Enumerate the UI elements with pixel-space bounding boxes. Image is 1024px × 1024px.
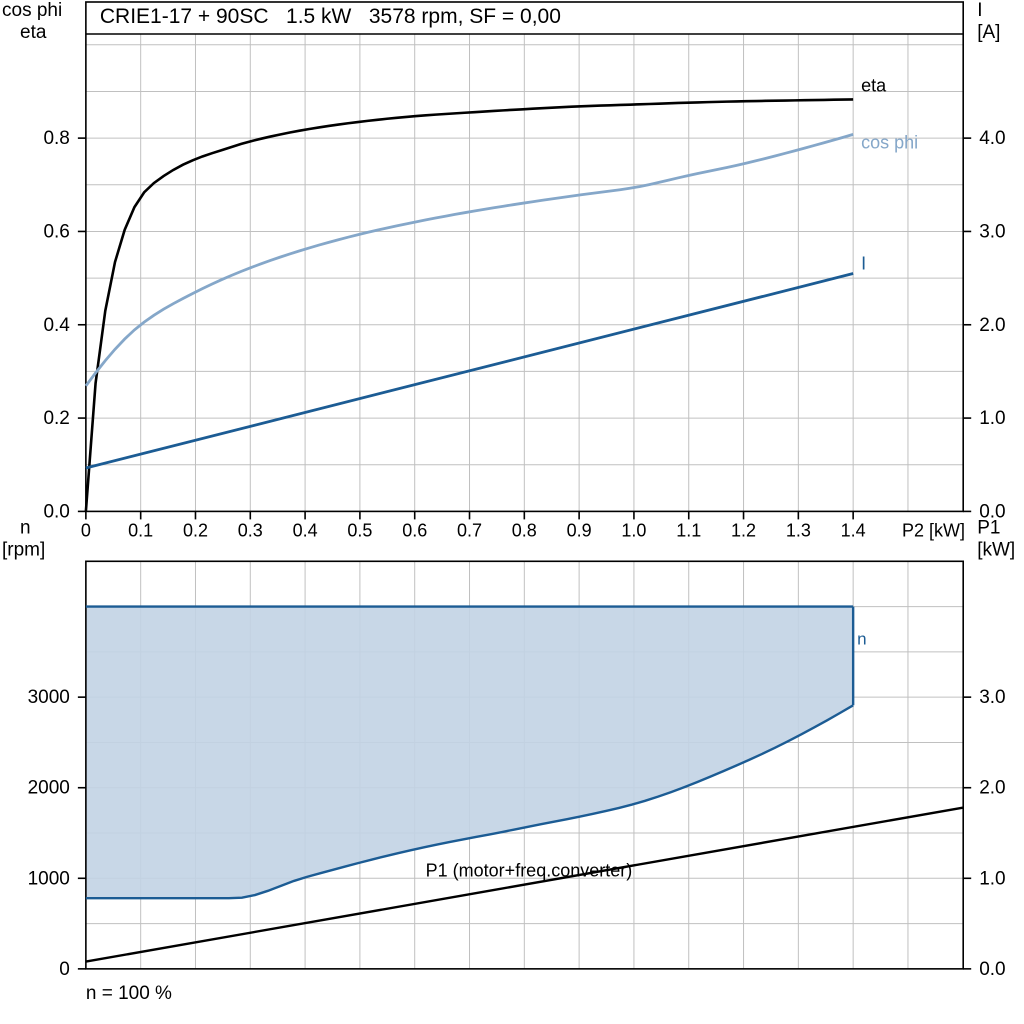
svg-text:0: 0 bbox=[81, 520, 91, 540]
svg-text:0.3: 0.3 bbox=[238, 520, 263, 540]
svg-text:eta: eta bbox=[861, 75, 887, 95]
svg-text:0.0: 0.0 bbox=[979, 959, 1005, 980]
svg-text:0.7: 0.7 bbox=[457, 520, 482, 540]
svg-text:I: I bbox=[861, 254, 866, 274]
svg-text:cos phi: cos phi bbox=[2, 0, 62, 21]
svg-text:I: I bbox=[977, 0, 982, 21]
svg-text:n: n bbox=[857, 630, 866, 649]
svg-text:[rpm]: [rpm] bbox=[2, 539, 45, 560]
svg-text:0: 0 bbox=[59, 959, 70, 980]
svg-text:2000: 2000 bbox=[28, 778, 70, 799]
svg-text:3.0: 3.0 bbox=[979, 221, 1005, 242]
svg-text:4.0: 4.0 bbox=[979, 128, 1005, 149]
svg-text:n = 100 %: n = 100 % bbox=[86, 983, 172, 1004]
svg-text:1.0: 1.0 bbox=[979, 868, 1005, 889]
svg-text:[kW]: [kW] bbox=[977, 539, 1015, 560]
svg-text:CRIE1-17 + 90SC 1.5 kW 357: CRIE1-17 + 90SC 1.5 kW 3578 rpm, SF = 0,… bbox=[100, 5, 561, 28]
svg-text:[A]: [A] bbox=[977, 22, 1000, 43]
svg-text:P1: P1 bbox=[977, 517, 1000, 538]
svg-text:1.0: 1.0 bbox=[621, 520, 646, 540]
svg-text:0.6: 0.6 bbox=[402, 520, 427, 540]
svg-text:1000: 1000 bbox=[28, 868, 70, 889]
svg-text:cos phi: cos phi bbox=[861, 132, 918, 152]
svg-text:1.1: 1.1 bbox=[676, 520, 701, 540]
svg-text:eta: eta bbox=[20, 22, 47, 43]
svg-text:0.6: 0.6 bbox=[43, 221, 69, 242]
svg-text:n: n bbox=[20, 517, 31, 538]
svg-text:0.0: 0.0 bbox=[43, 501, 69, 522]
svg-text:0.8: 0.8 bbox=[43, 128, 69, 149]
svg-text:1.2: 1.2 bbox=[731, 520, 756, 540]
svg-text:0.9: 0.9 bbox=[567, 520, 592, 540]
svg-text:0.8: 0.8 bbox=[512, 520, 537, 540]
svg-text:P1 (motor+freq.converter): P1 (motor+freq.converter) bbox=[426, 860, 633, 880]
svg-text:1.3: 1.3 bbox=[786, 520, 811, 540]
svg-text:3.0: 3.0 bbox=[979, 687, 1005, 708]
svg-text:2.0: 2.0 bbox=[979, 315, 1005, 336]
svg-text:0.4: 0.4 bbox=[43, 315, 70, 336]
svg-text:0.5: 0.5 bbox=[347, 520, 372, 540]
svg-text:1.0: 1.0 bbox=[979, 408, 1005, 429]
svg-text:0.4: 0.4 bbox=[293, 520, 318, 540]
svg-text:3000: 3000 bbox=[28, 687, 70, 708]
svg-text:P2 [kW]: P2 [kW] bbox=[902, 520, 965, 540]
svg-text:2.0: 2.0 bbox=[979, 778, 1005, 799]
svg-text:0.2: 0.2 bbox=[183, 520, 208, 540]
svg-text:0.2: 0.2 bbox=[43, 408, 69, 429]
svg-text:0.1: 0.1 bbox=[128, 520, 153, 540]
svg-text:1.4: 1.4 bbox=[841, 520, 866, 540]
